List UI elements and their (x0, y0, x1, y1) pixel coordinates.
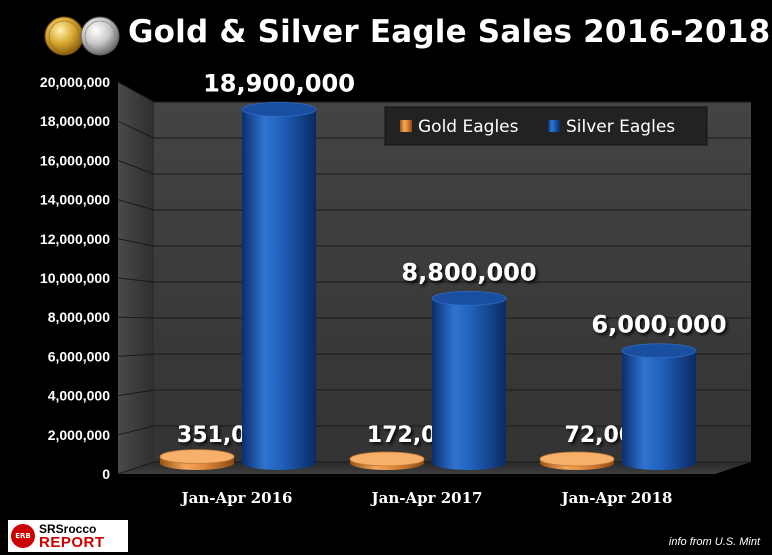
y-tick-label: 20,000,000 (40, 74, 110, 90)
y-tick-label: 14,000,000 (40, 192, 110, 208)
gridline (117, 389, 751, 397)
y-tick-label: 8,000,000 (48, 309, 110, 325)
silver-eagles-bar (622, 350, 696, 470)
side-wall (118, 82, 154, 474)
legend-label-silver: Silver Eagles (566, 117, 675, 137)
bar-chart: 0 2,000,000 4,000,000 6,000,000 8,000,000 10,… (40, 69, 751, 507)
y-tick-label: 0 (102, 466, 110, 482)
gridline (117, 277, 751, 283)
gridline (117, 159, 751, 175)
logo-line1: SRSrocco (39, 522, 97, 536)
silver-eagles-data-label: 18,900,000 (203, 69, 355, 97)
gold-eagles-bar-top (159, 449, 235, 465)
silver-coin-icon (80, 16, 120, 56)
silver-eagles-bar (242, 109, 316, 471)
silver-eagles-bar-top (431, 290, 507, 306)
gold-eagles-bar-top (349, 451, 425, 467)
logo-badge: ERB (11, 524, 35, 548)
coin-icons (42, 14, 124, 62)
y-tick-label: 12,000,000 (40, 231, 110, 247)
silver-eagles-data-label: 6,000,000 (591, 311, 726, 339)
x-tick-label: Jan-Apr 2017 (370, 489, 483, 507)
gridline (117, 316, 751, 319)
gridline (117, 81, 751, 103)
silver-eagles-bar-top (621, 343, 697, 359)
y-tick-label: 6,000,000 (48, 348, 110, 364)
y-tick-label: 4,000,000 (48, 388, 110, 404)
x-tick-label: Jan-Apr 2016 (180, 489, 293, 507)
silver-eagles-bar (432, 298, 506, 470)
gridline (117, 353, 751, 357)
bars: 351,00018,900,000172,0008,800,00072,0006… (159, 69, 727, 471)
y-tick-label: 2,000,000 (48, 427, 110, 443)
y-axis: 0 2,000,000 4,000,000 6,000,000 8,000,000 10,… (40, 74, 110, 482)
gold-eagles-bar-top (539, 451, 615, 467)
legend-box (384, 106, 708, 146)
silver-eagles-data-label: 8,800,000 (401, 258, 536, 286)
legend-label-gold: Gold Eagles (418, 117, 519, 137)
srsrocco-logo: ERB SRSrocco REPORT (8, 520, 128, 552)
source-note: info from U.S. Mint (668, 536, 760, 548)
y-tick-label: 10,000,000 (40, 270, 110, 286)
legend-swatch-gold (400, 120, 412, 132)
legend: Gold Eagles Silver Eagles (384, 106, 708, 146)
x-tick-label: Jan-Apr 2018 (560, 489, 673, 507)
gridline (117, 199, 751, 211)
legend-swatch-silver (548, 120, 560, 132)
gridlines (117, 81, 751, 475)
gridline (117, 238, 751, 247)
x-axis: Jan-Apr 2016 Jan-Apr 2017 Jan-Apr 2018 (180, 489, 673, 507)
y-tick-label: 18,000,000 (40, 113, 110, 129)
y-tick-label: 16,000,000 (40, 152, 110, 168)
chart-title: Gold & Silver Eagle Sales 2016-2018 (128, 14, 771, 50)
logo-line2: REPORT (39, 534, 105, 551)
silver-eagles-bar-top (241, 101, 317, 117)
gridline (117, 425, 751, 436)
